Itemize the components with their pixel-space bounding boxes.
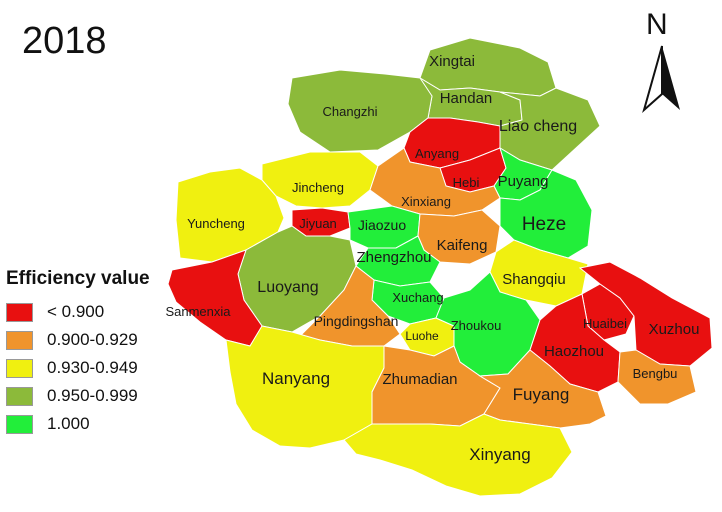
city-label-xinyang: Xinyang — [469, 445, 530, 464]
city-label-zhumadian: Zhumadian — [382, 371, 457, 388]
city-label-liao-cheng: Liao cheng — [499, 118, 577, 135]
legend-item: 1.000 — [6, 410, 150, 438]
legend-label: 1.000 — [47, 414, 90, 433]
city-label-luohe: Luohe — [405, 329, 439, 343]
region-layer — [167, 37, 713, 497]
city-label-haozhou: Haozhou — [544, 343, 604, 360]
legend-swatch — [6, 302, 33, 322]
legend-label: 0.950-0.999 — [47, 386, 138, 405]
legend-item: 0.900-0.929 — [6, 326, 150, 354]
legend-swatch — [6, 330, 33, 350]
city-label-xuzhou: Xuzhou — [649, 321, 700, 338]
legend-item: 0.950-0.999 — [6, 382, 150, 410]
legend-item: < 0.900 — [6, 298, 150, 326]
city-label-pingdingshan: Pingdingshan — [314, 313, 399, 329]
region-heze — [499, 169, 593, 259]
city-label-zhoukou: Zhoukou — [451, 318, 502, 333]
city-label-luoyang: Luoyang — [257, 279, 318, 296]
region-xinyang — [343, 413, 573, 497]
city-label-yuncheng: Yuncheng — [187, 216, 245, 231]
legend: Efficiency value < 0.900 0.900-0.929 0.9… — [6, 268, 150, 438]
north-label: N — [646, 8, 668, 41]
label-layer: Xingtai Handan Changzhi Liao cheng Anyang Heb… — [165, 53, 699, 464]
city-label-puyang: Puyang — [498, 173, 549, 190]
north-arrow-icon — [642, 45, 680, 114]
city-label-shangqiu: Shangqiu — [502, 271, 565, 288]
city-label-xinxiang: Xinxiang — [401, 194, 451, 209]
city-label-nanyang: Nanyang — [262, 369, 330, 388]
legend-title: Efficiency value — [6, 268, 150, 289]
city-label-xingtai: Xingtai — [429, 53, 475, 70]
city-label-changzhi: Changzhi — [323, 104, 378, 119]
legend-item: 0.930-0.949 — [6, 354, 150, 382]
city-label-zhengzhou: Zhengzhou — [356, 249, 431, 266]
map-year-title: 2018 — [22, 20, 107, 62]
city-label-hebi: Hebi — [453, 175, 480, 190]
region-yuncheng — [175, 167, 285, 263]
region-bengbu — [617, 349, 697, 405]
city-label-jiaozuo: Jiaozuo — [358, 217, 406, 233]
city-label-jiyuan: Jiyuan — [299, 216, 337, 231]
city-label-handan: Handan — [440, 90, 493, 107]
city-label-sanmenxia: Sanmenxia — [165, 304, 231, 319]
legend-swatch — [6, 386, 33, 406]
city-label-anyang: Anyang — [415, 146, 459, 161]
legend-swatch — [6, 414, 33, 434]
city-label-fuyang: Fuyang — [513, 385, 570, 404]
city-label-kaifeng: Kaifeng — [437, 237, 488, 254]
city-label-huaibei: Huaibei — [583, 316, 627, 331]
city-label-xuchang: Xuchang — [392, 290, 443, 305]
city-label-bengbu: Bengbu — [633, 366, 678, 381]
legend-label: 0.930-0.949 — [47, 358, 138, 377]
legend-swatch — [6, 358, 33, 378]
city-label-heze: Heze — [522, 214, 566, 235]
legend-label: < 0.900 — [47, 302, 105, 321]
legend-label: 0.900-0.929 — [47, 330, 138, 349]
city-label-jincheng: Jincheng — [292, 180, 344, 195]
